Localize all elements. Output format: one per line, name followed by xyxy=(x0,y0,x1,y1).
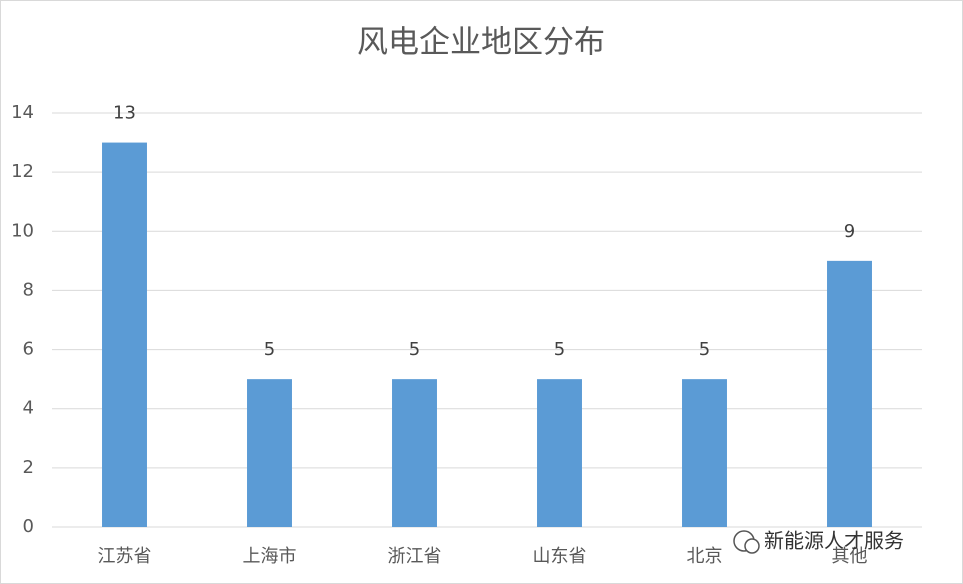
y-tick-label: 12 xyxy=(11,161,34,182)
x-tick-label: 江苏省 xyxy=(98,546,152,567)
bar xyxy=(682,379,727,527)
x-tick-label: 上海市 xyxy=(243,546,297,567)
plot-area: 0 2 4 6 8 10 12 14 江苏省 13 上海市 5 浙江省 5 山东省 5 北京 5 其他 9 xyxy=(11,102,922,567)
bar xyxy=(827,260,872,527)
bar xyxy=(537,379,582,527)
watermark: 新能源人才服务 xyxy=(733,529,904,554)
data-label: 13 xyxy=(113,103,136,124)
x-tick-label: 北京 xyxy=(687,546,723,567)
y-tick-label: 14 xyxy=(11,102,34,123)
watermark-text: 新能源人才服务 xyxy=(764,529,904,553)
data-label: 5 xyxy=(409,339,420,360)
data-label: 5 xyxy=(264,339,275,360)
bar xyxy=(392,379,437,527)
bar xyxy=(247,379,292,527)
watermark-icon xyxy=(744,538,760,554)
x-tick-label: 其他 xyxy=(832,546,868,567)
y-tick-label: 6 xyxy=(23,339,34,360)
data-label: 5 xyxy=(554,339,565,360)
data-label: 9 xyxy=(844,221,855,242)
y-tick-label: 8 xyxy=(23,279,34,300)
y-tick-label: 4 xyxy=(23,398,34,419)
x-tick-label: 浙江省 xyxy=(388,546,442,567)
data-label: 5 xyxy=(699,339,710,360)
y-tick-label: 0 xyxy=(23,516,34,537)
bar xyxy=(102,142,147,528)
y-tick-label: 2 xyxy=(23,457,34,478)
y-tick-label: 10 xyxy=(11,220,34,241)
x-tick-label: 山东省 xyxy=(533,546,587,567)
chart-title: 风电企业地区分布 xyxy=(357,25,605,61)
